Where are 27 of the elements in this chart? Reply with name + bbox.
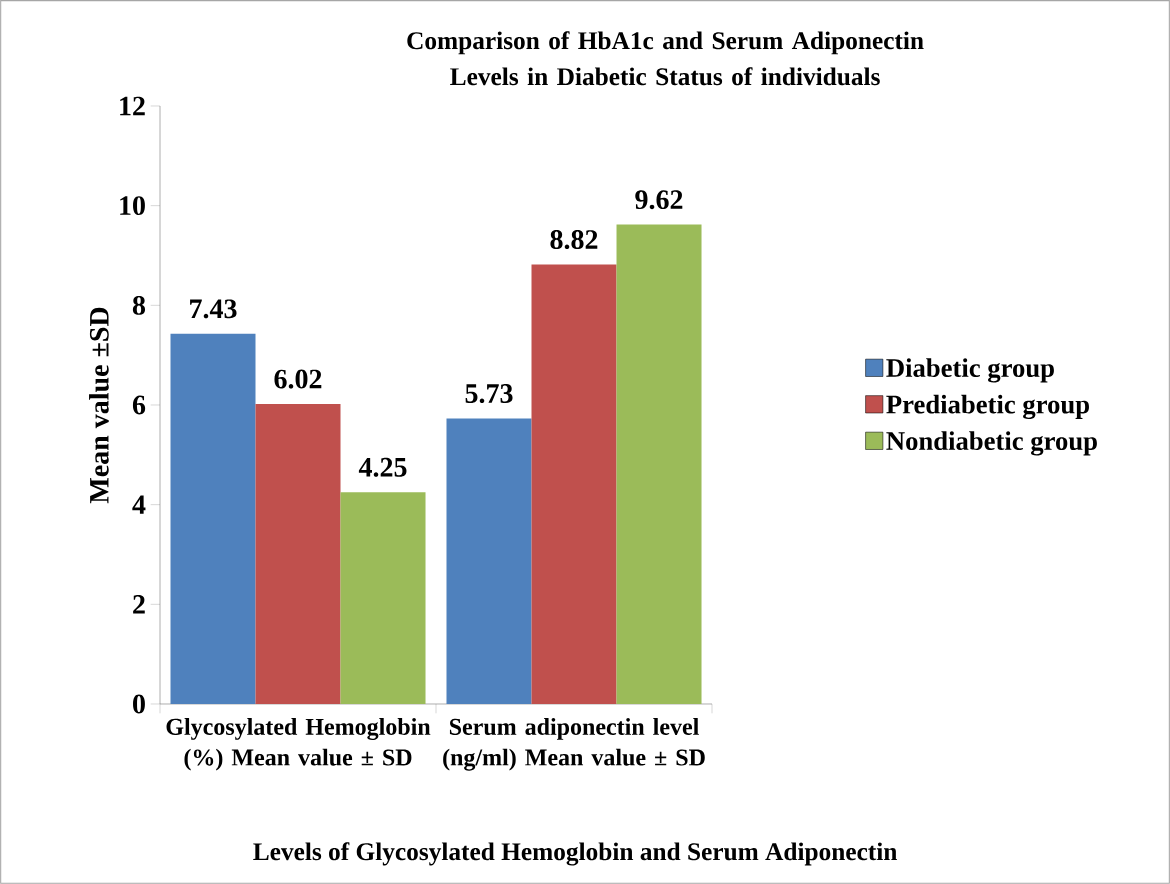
bar [531,264,617,704]
y-tick-label: 10 [120,196,145,216]
bar [170,333,256,704]
legend-label: Prediabetic group [886,394,1089,420]
y-tick-label: 0 [133,694,145,714]
y-tick-label: 6 [132,395,146,415]
data-label: 5.73 [465,384,513,404]
x-axis-title: Levels of Glycosylated Hemoglobin and Serum Adiponectin [253,842,898,866]
legend-label: Nondiabetic group [886,431,1097,456]
y-tick-label: 2 [133,595,145,614]
y-axis-title: Mean value ±SD [89,307,109,504]
x-tick-label: Glycosylated Hemoglobin (%) Mean value ± SD [166,718,431,771]
data-label: 6.02 [274,369,322,389]
y-tick-label: 8 [132,295,146,315]
chart-title: Comparison of HbA1c and Serum Adiponectin Levels in Diabetic Status of individuals [407,31,924,86]
x-tick-label: Serum adiponectin level (ng/ml) Mean value ± SD [443,718,705,771]
legend-label: Diabetic group [886,358,1054,383]
bar [255,403,341,704]
data-label: 8.82 [550,230,598,250]
y-tick-label: 4 [132,495,146,514]
data-label: 9.62 [635,190,683,210]
bar [446,418,532,704]
bar [616,224,702,704]
bar [340,492,426,704]
data-label: 7.43 [190,299,237,319]
y-tick-label: 12 [120,96,145,116]
data-label: 4.25 [358,457,407,477]
